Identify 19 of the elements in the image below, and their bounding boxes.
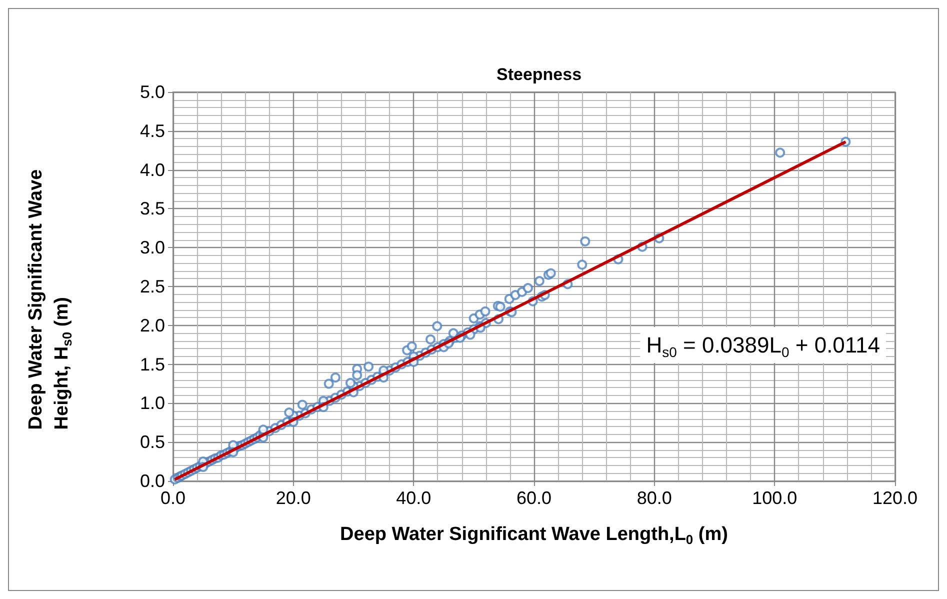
x-tick-label: 20.0 bbox=[276, 488, 311, 508]
y-tick-label: 3.5 bbox=[140, 198, 165, 219]
x-tick-label: 80.0 bbox=[636, 488, 672, 508]
x-tick-label: 100.0 bbox=[752, 488, 798, 508]
y-tick-label: 4.0 bbox=[140, 160, 165, 180]
y-tick-label: 1.5 bbox=[140, 354, 165, 374]
x-tick-label: 120.0 bbox=[872, 488, 918, 508]
y-tick-label: 2.5 bbox=[140, 276, 165, 296]
y-tick-label: 5.0 bbox=[140, 82, 165, 102]
y-tick-label: 0.0 bbox=[140, 471, 165, 491]
y-tick-label: 4.5 bbox=[140, 120, 165, 141]
x-tick-label: 60.0 bbox=[516, 488, 552, 508]
x-tick-label: 40.0 bbox=[396, 488, 432, 508]
y-tick-label: 3.0 bbox=[140, 238, 165, 258]
chart-title: Steepness bbox=[496, 65, 582, 84]
y-tick-label: 2.0 bbox=[140, 315, 165, 336]
y-tick-label: 0.5 bbox=[140, 432, 165, 452]
x-tick-label: 0.0 bbox=[160, 488, 186, 508]
y-tick-label: 1.0 bbox=[140, 393, 165, 414]
